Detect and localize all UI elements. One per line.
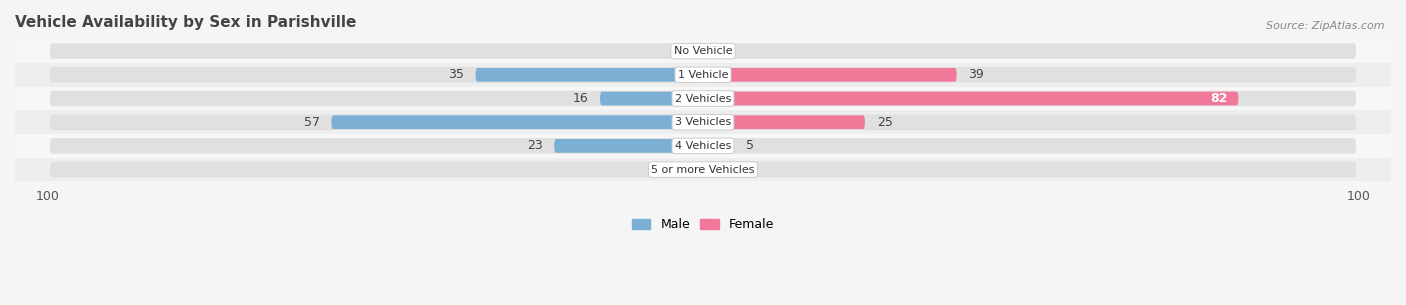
FancyBboxPatch shape xyxy=(706,162,1355,178)
Text: 1 Vehicle: 1 Vehicle xyxy=(678,70,728,80)
FancyBboxPatch shape xyxy=(672,163,702,177)
FancyBboxPatch shape xyxy=(51,67,700,83)
FancyBboxPatch shape xyxy=(704,139,734,153)
FancyBboxPatch shape xyxy=(706,43,1355,59)
Text: 25: 25 xyxy=(876,116,893,129)
FancyBboxPatch shape xyxy=(51,43,700,59)
Text: 23: 23 xyxy=(527,139,543,152)
Bar xyxy=(15,134,1391,158)
Bar xyxy=(15,63,1391,87)
FancyBboxPatch shape xyxy=(706,138,1355,154)
Text: 3 Vehicles: 3 Vehicles xyxy=(675,117,731,127)
Text: 82: 82 xyxy=(1209,92,1227,105)
FancyBboxPatch shape xyxy=(704,92,1239,106)
Bar xyxy=(15,87,1391,110)
Text: 57: 57 xyxy=(304,116,319,129)
FancyBboxPatch shape xyxy=(600,92,702,106)
Text: Source: ZipAtlas.com: Source: ZipAtlas.com xyxy=(1267,21,1385,31)
FancyBboxPatch shape xyxy=(475,68,702,82)
FancyBboxPatch shape xyxy=(554,139,702,153)
FancyBboxPatch shape xyxy=(706,67,1355,83)
Text: 16: 16 xyxy=(572,92,588,105)
Text: 5: 5 xyxy=(745,139,754,152)
Text: No Vehicle: No Vehicle xyxy=(673,46,733,56)
FancyBboxPatch shape xyxy=(704,115,865,129)
Text: 2 Vehicles: 2 Vehicles xyxy=(675,94,731,103)
FancyBboxPatch shape xyxy=(51,162,700,178)
FancyBboxPatch shape xyxy=(51,114,700,130)
Bar xyxy=(15,39,1391,63)
Legend: Male, Female: Male, Female xyxy=(631,218,775,231)
Text: Vehicle Availability by Sex in Parishville: Vehicle Availability by Sex in Parishvil… xyxy=(15,15,356,30)
Text: 0: 0 xyxy=(713,45,721,58)
Bar xyxy=(15,110,1391,134)
FancyBboxPatch shape xyxy=(332,115,702,129)
FancyBboxPatch shape xyxy=(51,138,700,154)
FancyBboxPatch shape xyxy=(704,68,956,82)
Text: 5 or more Vehicles: 5 or more Vehicles xyxy=(651,165,755,174)
Bar xyxy=(15,158,1391,181)
Text: 5: 5 xyxy=(652,163,661,176)
FancyBboxPatch shape xyxy=(706,114,1355,130)
Text: 35: 35 xyxy=(449,68,464,81)
Text: 0: 0 xyxy=(685,45,693,58)
Text: 4 Vehicles: 4 Vehicles xyxy=(675,141,731,151)
FancyBboxPatch shape xyxy=(706,91,1355,106)
FancyBboxPatch shape xyxy=(51,91,700,106)
Text: 0: 0 xyxy=(713,163,721,176)
Text: 39: 39 xyxy=(969,68,984,81)
